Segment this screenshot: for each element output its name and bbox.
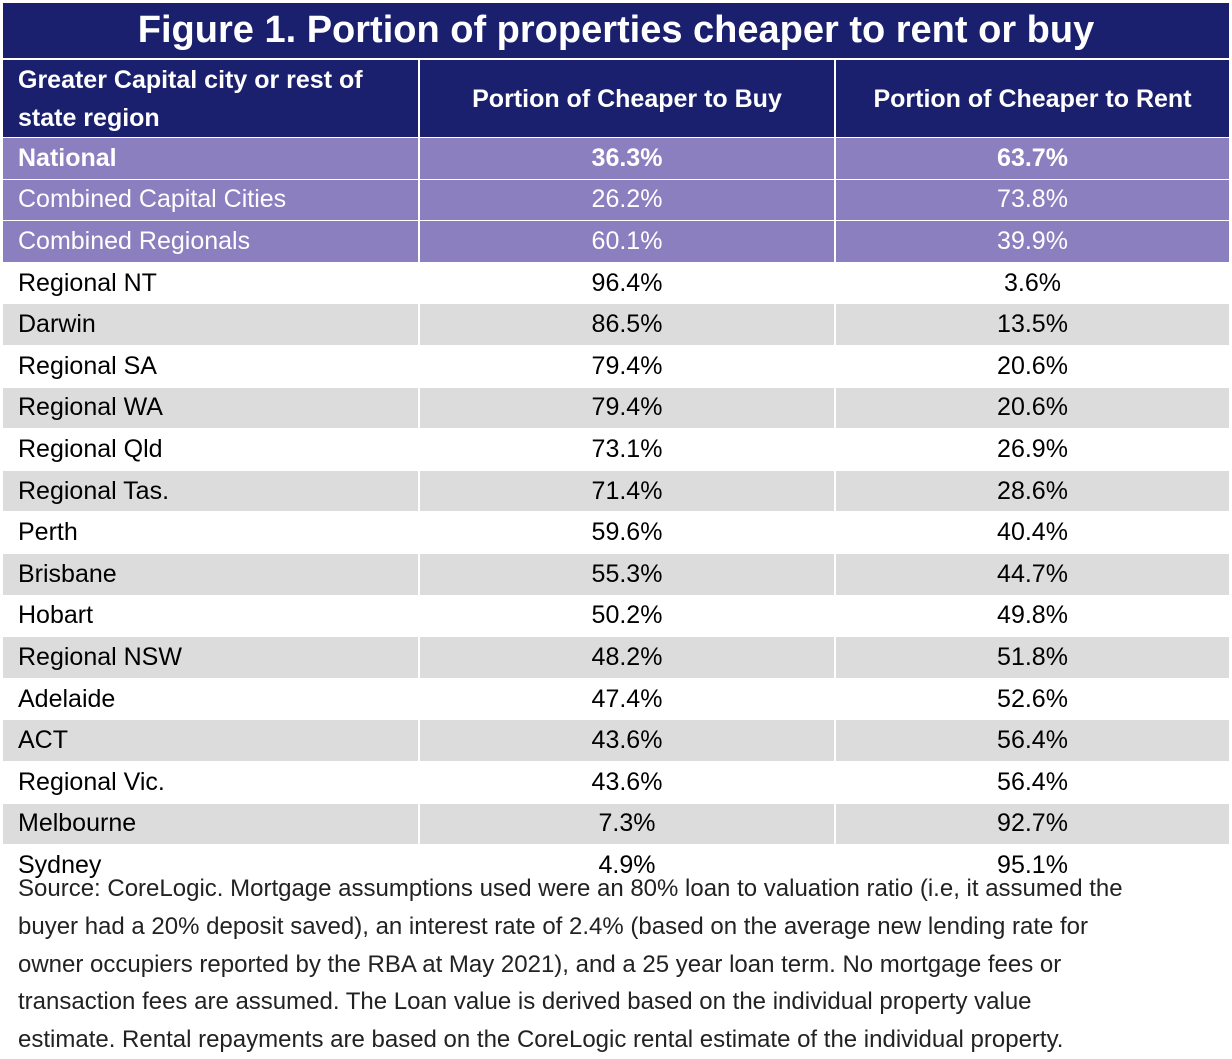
table-row: ACT 43.6% 56.4% bbox=[3, 719, 1229, 762]
cheaper-to-buy-cell: 7.3% bbox=[419, 802, 836, 845]
cheaper-to-buy-cell: 96.4% bbox=[419, 261, 836, 304]
cheaper-to-rent-cell: 40.4% bbox=[835, 511, 1229, 554]
region-cell: ACT bbox=[3, 719, 420, 762]
cheaper-to-buy-cell: 71.4% bbox=[419, 469, 836, 512]
cheaper-to-buy-cell: 60.1% bbox=[419, 220, 836, 263]
region-cell: Regional Vic. bbox=[3, 760, 420, 803]
region-cell: Regional WA bbox=[3, 386, 420, 429]
cheaper-to-rent-cell: 28.6% bbox=[835, 469, 1229, 512]
region-cell: Regional SA bbox=[3, 344, 420, 388]
cheaper-to-rent-cell: 39.9% bbox=[835, 220, 1229, 263]
cheaper-to-rent-cell: 20.6% bbox=[835, 344, 1229, 388]
header-cheaper-to-buy: Portion of Cheaper to Buy bbox=[419, 60, 836, 138]
region-cell: Regional NT bbox=[3, 261, 420, 304]
cheaper-to-rent-cell: 13.5% bbox=[835, 303, 1229, 346]
cheaper-to-rent-cell: 52.6% bbox=[835, 677, 1229, 720]
region-cell: National bbox=[3, 137, 420, 180]
cheaper-to-buy-cell: 48.2% bbox=[419, 636, 836, 679]
cheaper-to-buy-cell: 50.2% bbox=[419, 594, 836, 637]
header-cheaper-to-rent: Portion of Cheaper to Rent bbox=[835, 60, 1229, 138]
cheaper-to-buy-cell: 43.6% bbox=[419, 760, 836, 803]
region-cell: Hobart bbox=[3, 594, 420, 637]
table-row: Regional Qld 73.1% 26.9% bbox=[3, 428, 1229, 471]
region-cell: Regional Tas. bbox=[3, 469, 420, 512]
cheaper-to-rent-cell: 56.4% bbox=[835, 719, 1229, 762]
table-row: Regional Tas. 71.4% 28.6% bbox=[3, 469, 1229, 512]
cheaper-to-buy-cell: 4.9% bbox=[419, 844, 836, 886]
cheaper-to-buy-cell: 26.2% bbox=[419, 178, 836, 221]
table-row: Regional NSW 48.2% 51.8% bbox=[3, 636, 1229, 679]
source-line: transaction fees are assumed. The Loan v… bbox=[18, 988, 1032, 1016]
table-row: Combined Capital Cities 26.2% 73.8% bbox=[3, 178, 1229, 221]
region-cell: Brisbane bbox=[3, 552, 420, 596]
cheaper-to-rent-cell: 95.1% bbox=[835, 844, 1229, 886]
table-row: Adelaide 47.4% 52.6% bbox=[3, 677, 1229, 720]
source-line: Source: CoreLogic. Mortgage assumptions … bbox=[18, 875, 1123, 902]
table-row: Regional NT 96.4% 3.6% bbox=[3, 261, 1229, 304]
source-line: owner occupiers reported by the RBA at M… bbox=[18, 950, 1062, 978]
table-row: Hobart 50.2% 49.8% bbox=[3, 594, 1229, 637]
region-cell: Darwin bbox=[3, 303, 420, 346]
table-header-row: Greater Capital city or rest of state re… bbox=[3, 60, 1229, 138]
cheaper-to-rent-cell: 73.8% bbox=[835, 178, 1229, 221]
source-line: estimate. Rental repayments are based on… bbox=[18, 1026, 1064, 1054]
header-region: Greater Capital city or rest of state re… bbox=[3, 60, 420, 138]
table-row: Sydney 4.9% 95.1% bbox=[3, 844, 1229, 886]
cheaper-to-buy-cell: 55.3% bbox=[419, 552, 836, 596]
source-line: buyer had a 20% deposit saved), an inter… bbox=[18, 912, 1089, 940]
table-row: Regional SA 79.4% 20.6% bbox=[3, 344, 1229, 388]
cheaper-to-rent-cell: 49.8% bbox=[835, 594, 1229, 637]
region-cell: Sydney bbox=[3, 844, 420, 886]
cheaper-to-rent-cell: 63.7% bbox=[835, 137, 1229, 180]
region-cell: Combined Capital Cities bbox=[3, 178, 420, 221]
cheaper-to-buy-cell: 79.4% bbox=[419, 386, 836, 429]
figure-title: Figure 1. Portion of properties cheaper … bbox=[3, 3, 1229, 60]
table-row: Combined Regionals 60.1% 39.9% bbox=[3, 220, 1229, 263]
table-body: National 36.3% 63.7% Combined Capital Citie… bbox=[3, 137, 1229, 886]
table-row: Perth 59.6% 40.4% bbox=[3, 511, 1229, 554]
region-cell: Perth bbox=[3, 511, 420, 554]
region-cell: Melbourne bbox=[3, 802, 420, 845]
table-row: Regional Vic. 43.6% 56.4% bbox=[3, 760, 1229, 803]
cheaper-to-buy-cell: 86.5% bbox=[419, 303, 836, 346]
cheaper-to-rent-cell: 92.7% bbox=[835, 802, 1229, 845]
cheaper-to-buy-cell: 43.6% bbox=[419, 719, 836, 762]
cheaper-to-rent-cell: 26.9% bbox=[835, 428, 1229, 471]
cheaper-to-buy-cell: 36.3% bbox=[419, 137, 836, 180]
cheaper-to-buy-cell: 73.1% bbox=[419, 428, 836, 471]
source-note: Source: CoreLogic. Mortgage assumptions … bbox=[18, 870, 1218, 1059]
cheaper-to-buy-cell: 59.6% bbox=[419, 511, 836, 554]
table-row: Brisbane 55.3% 44.7% bbox=[3, 552, 1229, 596]
region-cell: Regional Qld bbox=[3, 428, 420, 471]
cheaper-to-buy-cell: 79.4% bbox=[419, 344, 836, 388]
table-row: Regional WA 79.4% 20.6% bbox=[3, 386, 1229, 429]
region-cell: Regional NSW bbox=[3, 636, 420, 679]
data-table: Greater Capital city or rest of state re… bbox=[3, 60, 1229, 886]
region-cell: Adelaide bbox=[3, 677, 420, 720]
cheaper-to-rent-cell: 44.7% bbox=[835, 552, 1229, 596]
cheaper-to-rent-cell: 51.8% bbox=[835, 636, 1229, 679]
table-row: Darwin 86.5% 13.5% bbox=[3, 303, 1229, 346]
cheaper-to-rent-cell: 56.4% bbox=[835, 760, 1229, 803]
region-cell: Combined Regionals bbox=[3, 220, 420, 263]
table-row: Melbourne 7.3% 92.7% bbox=[3, 802, 1229, 845]
table-row: National 36.3% 63.7% bbox=[3, 137, 1229, 180]
cheaper-to-rent-cell: 20.6% bbox=[835, 386, 1229, 429]
cheaper-to-buy-cell: 47.4% bbox=[419, 677, 836, 720]
cheaper-to-rent-cell: 3.6% bbox=[835, 261, 1229, 304]
